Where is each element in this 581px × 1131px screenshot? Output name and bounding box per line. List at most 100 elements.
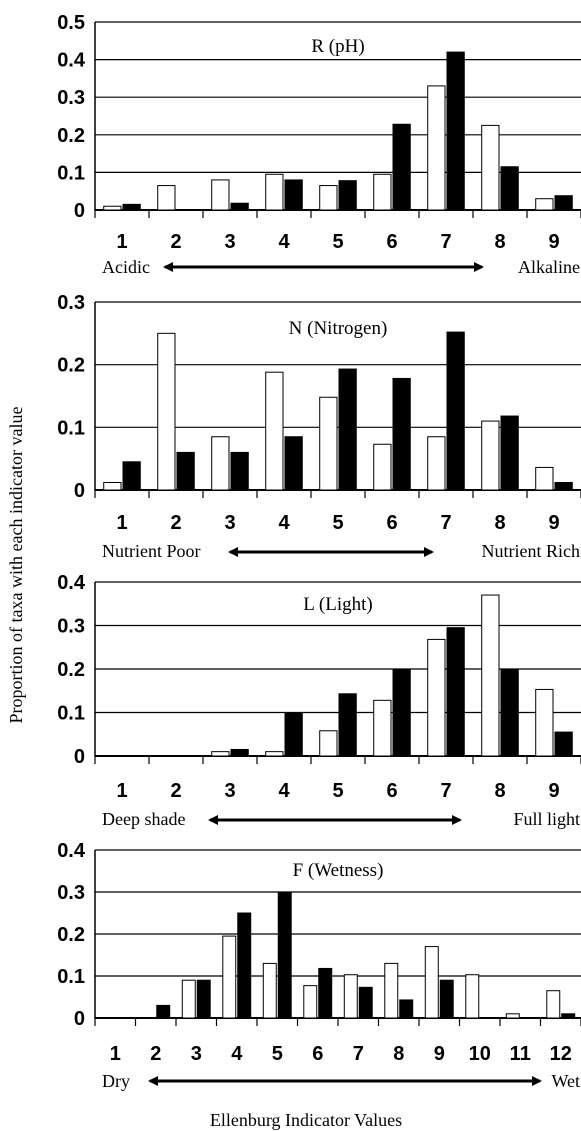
bar-black (196, 979, 211, 1019)
bar-white (319, 396, 338, 491)
x-tick-label: 2 (170, 780, 181, 802)
bar-black (439, 979, 454, 1019)
x-tick-label: 5 (332, 512, 343, 534)
x-tick-label: 1 (116, 231, 127, 253)
bar-black (230, 202, 249, 211)
bar-white (265, 751, 284, 757)
x-tick-label: 9 (548, 512, 559, 534)
bar-white (481, 594, 500, 757)
y-tick-label: 0.3 (57, 292, 85, 314)
x-tick-label: 9 (548, 780, 559, 802)
bar-black (446, 331, 465, 491)
bar-white (265, 371, 284, 491)
x-tick-label: 5 (272, 1043, 283, 1065)
x-tick-label: 6 (312, 1043, 323, 1065)
x-tick-label: 7 (440, 231, 451, 253)
bar-black (338, 693, 357, 757)
bar-black (338, 180, 357, 211)
bar-white (222, 935, 237, 1019)
bar-black (284, 179, 303, 211)
bar-black (500, 668, 519, 757)
x-tick-label: 4 (278, 231, 290, 253)
panel-title: L (Light) (303, 594, 372, 615)
y-tick-label: 0.2 (57, 125, 85, 147)
x-tick-label: 6 (386, 231, 397, 253)
bar-black (554, 195, 573, 211)
bar-black (554, 731, 573, 757)
bar-white (373, 173, 392, 211)
annotation-right: Full light (513, 809, 580, 829)
x-tick-label: 12 (550, 1043, 572, 1065)
bar-white (343, 974, 358, 1019)
x-tick-label: 3 (191, 1043, 202, 1065)
bar-black (500, 166, 519, 211)
y-tick-label: 0 (74, 200, 85, 222)
bar-black (446, 51, 465, 211)
x-tick-label: 11 (510, 1043, 531, 1065)
y-tick-label: 0.4 (57, 840, 86, 862)
bar-black (446, 627, 465, 757)
x-tick-label: 3 (224, 780, 235, 802)
y-tick-label: 0 (74, 1008, 85, 1030)
bar-white (103, 481, 122, 491)
bar-black (392, 377, 411, 491)
bar-black (122, 461, 141, 491)
bar-white (384, 962, 399, 1019)
bar-white (211, 179, 230, 211)
bar-black (318, 967, 333, 1019)
bar-white (481, 420, 500, 491)
y-tick-label: 0.1 (57, 162, 85, 184)
bar-white (373, 699, 392, 757)
bar-white (505, 1013, 520, 1019)
bar-black (277, 892, 292, 1019)
bar-black (500, 415, 519, 491)
annotation-right: Nutrient Rich (482, 541, 580, 561)
y-tick-label: 0.1 (57, 417, 85, 439)
bar-white (424, 946, 439, 1019)
x-tick-label: 1 (110, 1043, 121, 1065)
bar-black (230, 748, 249, 757)
bar-black (176, 451, 195, 491)
bar-white (157, 332, 176, 491)
chart-panel-4: 00.10.20.30.41 2 3 4 5 6 7 8 9 10 11 12F (Wetness)D… (57, 840, 581, 1091)
y-tick-label: 0.2 (57, 355, 85, 377)
bar-white (546, 990, 561, 1019)
x-tick-label: 8 (494, 780, 505, 802)
y-tick-label: 0 (74, 480, 85, 502)
x-tick-label: 5 (332, 780, 343, 802)
y-tick-label: 0.4 (57, 50, 86, 72)
x-tick-label: 2 (150, 1043, 161, 1065)
y-tick-label: 0 (74, 746, 85, 768)
bar-white (103, 205, 122, 211)
annotation-right: Alkaline (518, 257, 580, 277)
chart-panel-1: 0 0.1 0.2 0.3 0.4 0.5 1 2 3 4 5 6 7 8 9 R (pH) Acidic Alk… (57, 12, 581, 277)
bar-white (373, 443, 392, 491)
x-tick-label: 4 (231, 1043, 243, 1065)
bar-white (157, 185, 176, 211)
x-tick-label: 3 (224, 231, 235, 253)
bar-white (535, 688, 554, 757)
bar-white (211, 751, 230, 757)
bar-white (181, 979, 196, 1019)
bar-white (319, 185, 338, 211)
bar-white (262, 962, 277, 1019)
x-tick-label: 8 (393, 1043, 404, 1065)
y-tick-label: 0.2 (57, 924, 85, 946)
x-tick-label: 8 (494, 512, 505, 534)
annotation-left: Dry (102, 1071, 130, 1091)
panel-title: R (pH) (311, 36, 364, 57)
bar-black (399, 999, 414, 1019)
bar-white (319, 730, 338, 757)
x-tick-label: 7 (440, 780, 451, 802)
x-tick-label: 7 (353, 1043, 364, 1065)
x-tick-label: 7 (440, 512, 451, 534)
panel-title: N (Nitrogen) (289, 318, 388, 339)
bar-black (392, 123, 411, 211)
bar-white (427, 85, 446, 211)
bar-white (481, 124, 500, 211)
y-tick-label: 0.1 (57, 703, 85, 725)
x-tick-label: 1 (116, 780, 127, 802)
x-tick-label: 6 (386, 780, 397, 802)
x-tick-label: 2 (170, 231, 181, 253)
